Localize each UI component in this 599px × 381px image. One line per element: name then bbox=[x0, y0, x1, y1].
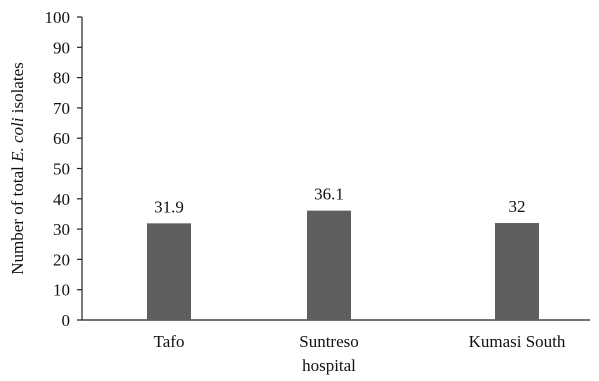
y-tick-label: 90 bbox=[53, 38, 70, 57]
y-ticks: 0 10 20 30 40 50 60 70 80 90 100 bbox=[45, 8, 82, 330]
x-tick-labels: Tafo Suntreso hospital Kumasi South bbox=[154, 332, 566, 375]
y-tick-label: 40 bbox=[53, 190, 70, 209]
x-tick-label: Suntreso hospital bbox=[299, 332, 359, 375]
y-axis-title-suffix: isolates bbox=[8, 62, 27, 117]
bar-value-label: 31.9 bbox=[154, 197, 184, 216]
y-tick-label: 60 bbox=[53, 129, 70, 148]
bars bbox=[147, 210, 539, 320]
x-axis: Tafo Suntreso hospital Kumasi South bbox=[82, 319, 590, 375]
y-tick-label: 70 bbox=[53, 99, 70, 118]
y-tick-label: 50 bbox=[53, 160, 70, 179]
y-tick-label: 80 bbox=[53, 69, 70, 88]
y-axis-title-italic: E. coli bbox=[8, 117, 27, 163]
bar bbox=[147, 223, 191, 320]
bar bbox=[495, 223, 539, 320]
bar bbox=[307, 210, 351, 320]
y-axis-title: Number of total E. coli isolates bbox=[8, 62, 27, 274]
y-tick-label: 20 bbox=[53, 250, 70, 269]
y-tick-label: 100 bbox=[45, 8, 71, 27]
x-tick-label: Kumasi South bbox=[469, 332, 566, 351]
y-tick-label: 30 bbox=[53, 220, 70, 239]
x-tick-label: Tafo bbox=[154, 332, 185, 351]
data-labels: 31.9 36.1 32 bbox=[154, 185, 525, 217]
bar-value-label: 32 bbox=[509, 197, 526, 216]
y-tick-label: 10 bbox=[53, 281, 70, 300]
y-tick-label: 0 bbox=[62, 311, 71, 330]
y-axis-title-prefix: Number of total bbox=[8, 162, 27, 275]
y-axis: 0 10 20 30 40 50 60 70 80 90 100 bbox=[45, 8, 83, 330]
bar-value-label: 36.1 bbox=[314, 185, 344, 204]
